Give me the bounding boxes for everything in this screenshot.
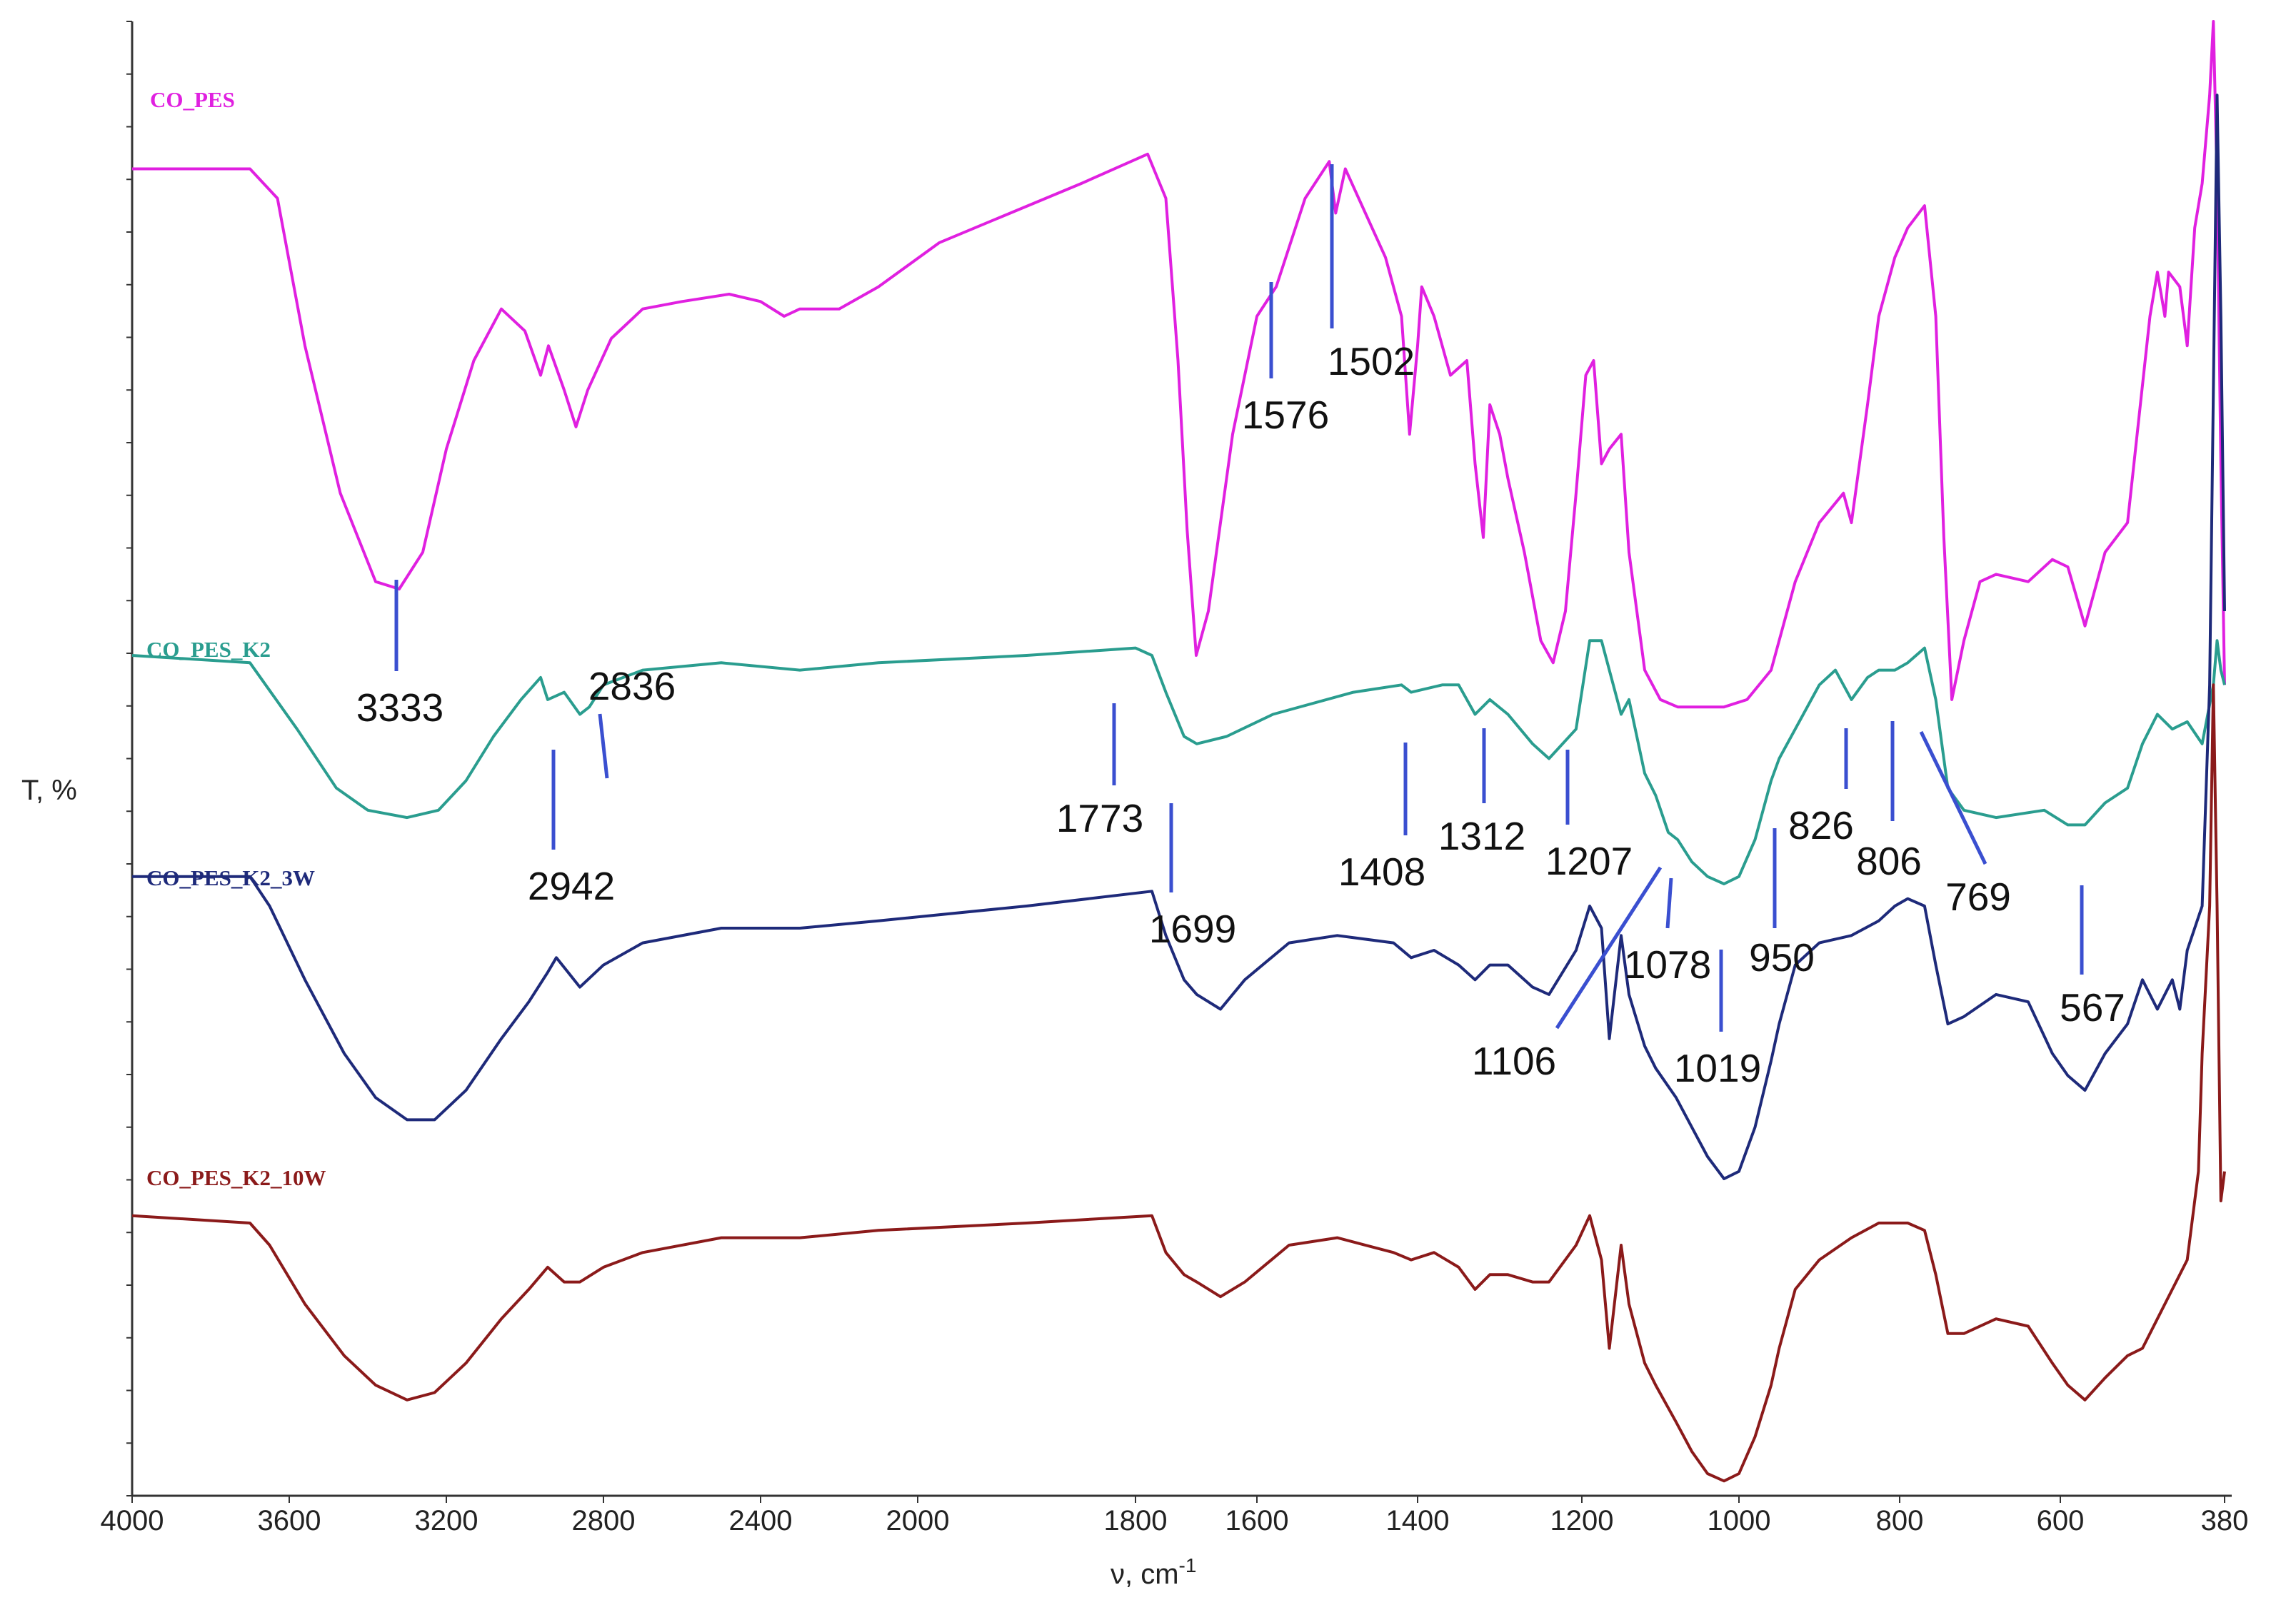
peak-label-3333: 3333 bbox=[356, 685, 443, 730]
peak-label-1699: 1699 bbox=[1149, 907, 1236, 951]
x-tick-label: 2400 bbox=[729, 1505, 793, 1536]
peak-leader-2836 bbox=[598, 713, 609, 779]
series-line-co-pes-k2-3w bbox=[132, 94, 2226, 1180]
peak-label-1773: 1773 bbox=[1056, 796, 1143, 840]
peak-label-567: 567 bbox=[2060, 985, 2125, 1030]
peak-label-1207: 1207 bbox=[1545, 839, 1633, 883]
peak-label-806: 806 bbox=[1856, 839, 1922, 883]
peak-leader-1078 bbox=[1665, 877, 1673, 929]
x-ticks: 4000 3600 3200 2800 2400 2000 1800 1600 1400 1200… bbox=[101, 1496, 2249, 1536]
x-tick-label: 2800 bbox=[572, 1505, 636, 1536]
x-tick-label: 1000 bbox=[1708, 1505, 1771, 1536]
series-name-co-pes: CO_PES bbox=[150, 87, 235, 112]
y-axis-label: T, % bbox=[21, 775, 77, 806]
peak-leader-1106 bbox=[1555, 866, 1663, 1030]
peak-label-1078: 1078 bbox=[1624, 942, 1711, 987]
x-tick-label: 3200 bbox=[415, 1505, 478, 1536]
series-name-labels: CO_PES CO_PES_K2 CO_PES_K2_3W CO_PES_K2_10W bbox=[146, 87, 326, 1190]
peak-leader-lines bbox=[394, 164, 2084, 1032]
peak-label-2942: 2942 bbox=[528, 864, 615, 908]
peak-label-769: 769 bbox=[1945, 875, 2011, 919]
y-ticks bbox=[126, 21, 132, 1496]
peak-label-950: 950 bbox=[1749, 935, 1815, 980]
series-name-co-pes-k2: CO_PES_K2 bbox=[146, 637, 271, 662]
x-tick-label: 2000 bbox=[886, 1505, 950, 1536]
x-tick-label: 600 bbox=[2037, 1505, 2085, 1536]
x-tick-label: 4000 bbox=[101, 1505, 164, 1536]
peak-label-1312: 1312 bbox=[1438, 814, 1525, 858]
series-line-co-pes bbox=[132, 20, 2226, 709]
x-tick-label: 1800 bbox=[1104, 1505, 1168, 1536]
peak-label-1106: 1106 bbox=[1472, 1039, 1556, 1083]
x-axis-label-text: ν, cm bbox=[1111, 1559, 1179, 1590]
peak-label-1502: 1502 bbox=[1328, 339, 1415, 383]
x-tick-label: 1400 bbox=[1386, 1505, 1450, 1536]
series-layer bbox=[131, 20, 2226, 1483]
series-name-co-pes-k2-10w: CO_PES_K2_10W bbox=[146, 1165, 326, 1190]
series-name-co-pes-k2-3w: CO_PES_K2_3W bbox=[146, 865, 315, 890]
peak-label-826: 826 bbox=[1788, 803, 1854, 847]
x-tick-label: 800 bbox=[1876, 1505, 1924, 1536]
peak-label-1408: 1408 bbox=[1338, 850, 1425, 894]
x-axis-label-superscript: -1 bbox=[1179, 1554, 1197, 1576]
axes: 4000 3600 3200 2800 2400 2000 1800 1600 1400 1200… bbox=[101, 21, 2249, 1536]
x-tick-label: 1200 bbox=[1550, 1505, 1614, 1536]
x-tick-label: 380 bbox=[2201, 1505, 2249, 1536]
peak-leader-769 bbox=[1919, 730, 1987, 865]
series-line-co-pes-k2-10w bbox=[131, 683, 2226, 1483]
peak-labels: 3333 1576 1502 2836 2942 1773 1699 1408 1312 1207… bbox=[356, 339, 2125, 1090]
x-tick-label: 1600 bbox=[1225, 1505, 1289, 1536]
x-axis-label: ν, cm-1 bbox=[1111, 1554, 1196, 1590]
peak-label-1576: 1576 bbox=[1242, 393, 1329, 437]
peak-label-2836: 2836 bbox=[588, 664, 676, 708]
x-tick-label: 3600 bbox=[258, 1505, 321, 1536]
series-line-co-pes-k2 bbox=[131, 639, 2226, 885]
peak-label-1019: 1019 bbox=[1674, 1046, 1761, 1090]
